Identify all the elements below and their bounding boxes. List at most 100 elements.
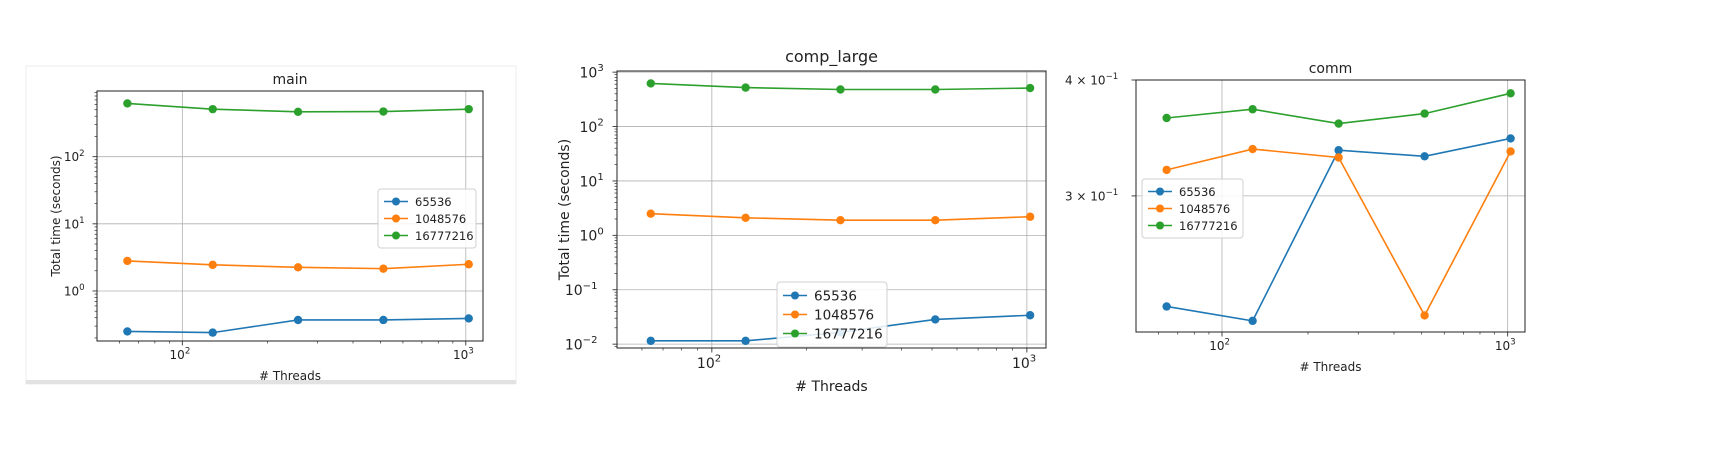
- series-1048576: [1162, 144, 1515, 320]
- legend-swatch-marker: [1156, 204, 1164, 213]
- data-point-16777216-64: [646, 79, 655, 88]
- legend-label-1048576: 1048576: [415, 212, 466, 226]
- series-line-16777216: [1166, 92, 1511, 125]
- plot-area-frame: [96, 90, 484, 342]
- legend: 65536 1048576 16777216: [776, 281, 888, 348]
- chart-title: comp_large: [785, 47, 878, 67]
- legend-swatch-marker: [791, 310, 799, 319]
- y-tick-label-2: 4 × 10−1: [1065, 72, 1118, 87]
- data-point-1048576-1024: [1506, 147, 1515, 156]
- chart-title: comm: [1309, 61, 1353, 77]
- legend-label-16777216: 16777216: [1179, 219, 1238, 233]
- series-65536: [1162, 134, 1515, 326]
- data-point-65536-512: [1420, 152, 1429, 161]
- series-16777216: [123, 99, 473, 117]
- x-tick-label-1: 102: [697, 354, 721, 372]
- data-point-16777216-64: [123, 99, 132, 108]
- data-point-16777216-128: [1248, 105, 1257, 114]
- y-tick-label-3: 102: [64, 149, 85, 164]
- data-point-65536-64: [123, 327, 132, 336]
- legend-swatch-marker: [392, 214, 400, 223]
- y-tick-label-5: 102: [580, 118, 604, 136]
- y-axis-label: Total time (seconds): [49, 155, 63, 277]
- legend: 65536 1048576 16777216: [377, 188, 477, 249]
- x-tick-label-1: 102: [170, 347, 191, 362]
- x-axis-label: # Threads: [1299, 360, 1361, 374]
- y-tick-label-1: 3 × 10−1: [1065, 188, 1118, 203]
- data-point-65536-256: [293, 315, 303, 325]
- data-point-65536-256: [1334, 146, 1343, 155]
- chart-panel-1: 102 103 100 101 102 main # Threads Total time (…: [25, 65, 517, 385]
- legend-label-1048576: 1048576: [1179, 202, 1230, 216]
- data-point-16777216-256: [836, 85, 845, 94]
- y-tick-label-1: 10−2: [565, 335, 598, 353]
- data-point-16777216-128: [741, 83, 750, 92]
- data-point-1048576-64: [123, 256, 132, 266]
- data-point-1048576-512: [1420, 311, 1429, 320]
- data-point-16777216-1024: [1025, 83, 1035, 93]
- x-tick-label-1: 102: [1209, 338, 1230, 353]
- data-point-1048576-256: [293, 263, 303, 272]
- data-point-1048576-1024: [1025, 212, 1035, 221]
- legend-swatch-marker: [392, 231, 400, 240]
- data-point-16777216-512: [1420, 109, 1429, 118]
- data-point-1048576-128: [208, 260, 217, 270]
- legend-label-65536: 65536: [1179, 185, 1216, 199]
- legend-label-65536: 65536: [415, 195, 452, 209]
- data-point-1048576-1024: [464, 260, 473, 269]
- legend-swatch-marker: [791, 329, 799, 338]
- y-axis-label: Total time (seconds): [557, 139, 573, 281]
- data-point-1048576-128: [741, 213, 750, 223]
- legend-box: [776, 281, 888, 348]
- y-tick-label-4: 101: [580, 172, 604, 190]
- y-tick-label-2: 101: [64, 216, 85, 231]
- data-point-16777216-64: [1162, 113, 1171, 123]
- data-point-16777216-256: [1334, 119, 1343, 128]
- data-point-16777216-256: [293, 107, 303, 117]
- data-point-65536-128: [1248, 316, 1257, 326]
- series-16777216: [646, 79, 1035, 94]
- legend-label-1048576: 1048576: [814, 308, 874, 324]
- data-point-65536-64: [646, 336, 655, 346]
- data-point-1048576-256: [836, 215, 845, 225]
- x-axis-label: # Threads: [795, 379, 867, 395]
- data-point-1048576-64: [1162, 165, 1171, 175]
- chart-title: main: [273, 72, 308, 88]
- data-point-65536-1024: [1025, 311, 1035, 320]
- x-tick-label-2: 103: [453, 347, 474, 362]
- data-point-16777216-1024: [1506, 89, 1515, 98]
- x-tick-label-2: 103: [1495, 338, 1516, 353]
- x-axis-label: # Threads: [259, 369, 321, 383]
- legend-swatch-marker: [1156, 187, 1164, 196]
- plot-area-frame: [616, 70, 1047, 349]
- data-point-1048576-512: [379, 264, 388, 273]
- legend-swatch-marker: [791, 291, 799, 300]
- chart-panel-2: 102 103 10−2 10−1 100 101 102 103 comp_large # Th…: [557, 47, 1047, 395]
- series-1048576: [646, 209, 1035, 225]
- legend: 65536 1048576 16777216: [1141, 178, 1244, 239]
- data-point-65536-64: [1162, 302, 1171, 311]
- data-point-16777216-512: [931, 85, 940, 94]
- legend-label-16777216: 16777216: [814, 327, 883, 343]
- legend-label-65536: 65536: [814, 289, 857, 305]
- data-point-65536-512: [379, 315, 388, 325]
- plot-area-frame: [1135, 79, 1526, 333]
- data-point-1048576-64: [646, 209, 655, 218]
- data-point-65536-128: [208, 328, 217, 337]
- legend-swatch-marker: [1156, 221, 1164, 230]
- chart-panel-3: 102 103 3 × 10−1 4 × 10−1 comm # Threads 65536…: [1065, 61, 1526, 374]
- legend-box: [377, 188, 477, 249]
- y-tick-label-2: 10−1: [565, 281, 598, 299]
- data-point-65536-1024: [1506, 134, 1515, 143]
- series-1048576: [123, 256, 473, 273]
- data-point-65536-128: [741, 336, 750, 346]
- data-point-65536-1024: [464, 314, 473, 323]
- series-65536: [123, 314, 473, 337]
- data-point-1048576-512: [931, 215, 940, 225]
- legend-swatch-marker: [392, 197, 400, 206]
- data-point-1048576-128: [1248, 144, 1257, 154]
- legend-box: [1141, 178, 1244, 239]
- x-tick-label-2: 103: [1012, 354, 1036, 372]
- legend-label-16777216: 16777216: [415, 229, 474, 243]
